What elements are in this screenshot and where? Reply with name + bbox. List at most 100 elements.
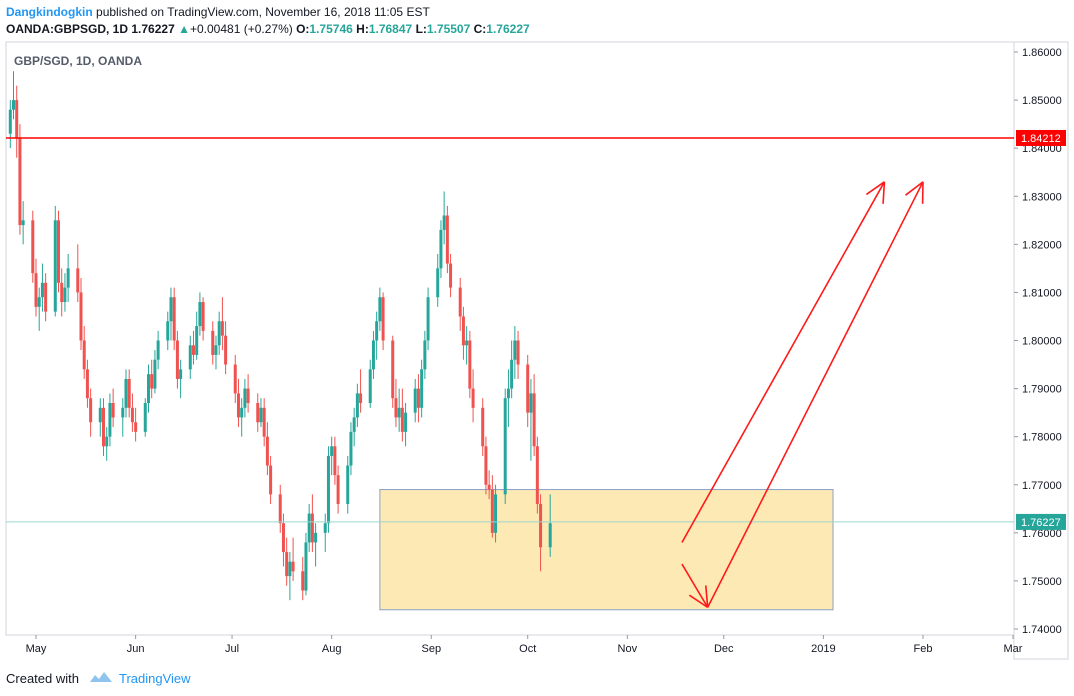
trend-arrow[interactable] (706, 181, 924, 608)
candle (111, 388, 115, 428)
candle (426, 287, 430, 351)
candle (359, 369, 363, 413)
y-tick-label: 1.82000 (1022, 239, 1062, 251)
candle-body (516, 340, 520, 365)
candle-body (400, 407, 404, 432)
candle-body (153, 359, 157, 389)
candle (63, 273, 67, 312)
candle (85, 359, 89, 408)
candle-body (281, 523, 285, 553)
candle-body (426, 297, 430, 341)
candle-body (256, 403, 260, 423)
y-tick-label: 1.75000 (1022, 576, 1062, 588)
candle-body (240, 407, 244, 418)
x-tick-label: May (26, 643, 47, 655)
candle-body (265, 436, 269, 466)
candle-body (487, 484, 491, 490)
trend-arrow[interactable] (681, 563, 709, 609)
x-tick-label: Aug (322, 643, 342, 655)
candle-body (195, 326, 199, 355)
candle-body (121, 407, 125, 418)
published-text: published on TradingView.com, November 1… (96, 5, 430, 19)
candle-body (506, 388, 510, 399)
candle (468, 330, 472, 399)
y-tick-label: 1.85000 (1022, 95, 1062, 107)
candle (494, 484, 498, 543)
candle-body (404, 412, 408, 432)
candle (355, 383, 359, 428)
candle (79, 277, 83, 351)
candle-body (481, 407, 485, 447)
open-value: 1.75746 (309, 22, 353, 36)
candle-body (82, 340, 86, 370)
high-label: H: (356, 22, 369, 36)
candle (333, 436, 337, 485)
y-tick-label: 1.81000 (1022, 287, 1062, 299)
candle (288, 552, 292, 601)
candle (108, 393, 112, 447)
candle (449, 253, 453, 298)
x-tick-label: Sep (422, 643, 442, 655)
candle (481, 398, 485, 456)
candle-body (548, 523, 552, 548)
y-tick-label: 1.86000 (1022, 47, 1062, 59)
candle (314, 523, 318, 567)
tradingview-logo-icon[interactable] (89, 670, 113, 687)
candle-body (214, 345, 218, 355)
created-with-text: Created with (6, 671, 79, 686)
open-label: O: (296, 22, 310, 36)
candle (269, 455, 273, 504)
candle (40, 263, 44, 312)
candle (201, 297, 205, 341)
candle-body (413, 388, 417, 413)
candle-body (468, 340, 472, 389)
candle (175, 330, 179, 389)
trend-arrow[interactable] (681, 181, 886, 543)
candle-body (445, 215, 449, 264)
candle-body (37, 297, 41, 307)
candle-body (490, 489, 494, 533)
candle (420, 359, 424, 418)
candle (371, 330, 375, 379)
publish-header: Dangkindogkin published on TradingView.c… (6, 4, 430, 20)
candle (423, 330, 427, 379)
support-zone[interactable] (379, 489, 834, 611)
candle (516, 330, 520, 379)
candle-body (539, 503, 543, 548)
candle-body (44, 282, 48, 312)
candle (442, 191, 446, 245)
candle-body (535, 446, 539, 504)
resistance-label: 1.84212 (1021, 133, 1061, 145)
candle (330, 436, 334, 476)
tradingview-link[interactable]: TradingView (118, 671, 191, 686)
x-tick-label: Dec (714, 643, 734, 655)
candle-body (179, 369, 183, 379)
candle-body (8, 109, 12, 134)
candle-body (301, 571, 305, 591)
candle (400, 388, 404, 442)
candle (513, 326, 517, 379)
candle (465, 326, 469, 365)
candle-body (503, 398, 507, 495)
candle (214, 335, 218, 370)
candle-body (513, 340, 517, 360)
low-label: L: (415, 22, 427, 36)
candle (179, 359, 183, 399)
candle-body (458, 287, 462, 317)
candle-body (201, 302, 205, 331)
candle (191, 330, 195, 365)
candle-body (146, 374, 150, 404)
candle-body (130, 407, 134, 423)
candle (224, 321, 228, 375)
symbol-header: OANDA:GBPSGD, 1D 1.76227 ▲+0.00481 (+0.2… (6, 21, 530, 37)
candle (195, 311, 199, 360)
candle-body (79, 292, 83, 341)
candle-body (526, 364, 530, 413)
candle-body (381, 297, 385, 341)
candle-body (134, 422, 138, 432)
candle-body (461, 316, 465, 346)
author-link[interactable]: Dangkindogkin (6, 5, 93, 19)
candle-body (391, 340, 395, 399)
y-tick-label: 1.76000 (1022, 528, 1062, 540)
